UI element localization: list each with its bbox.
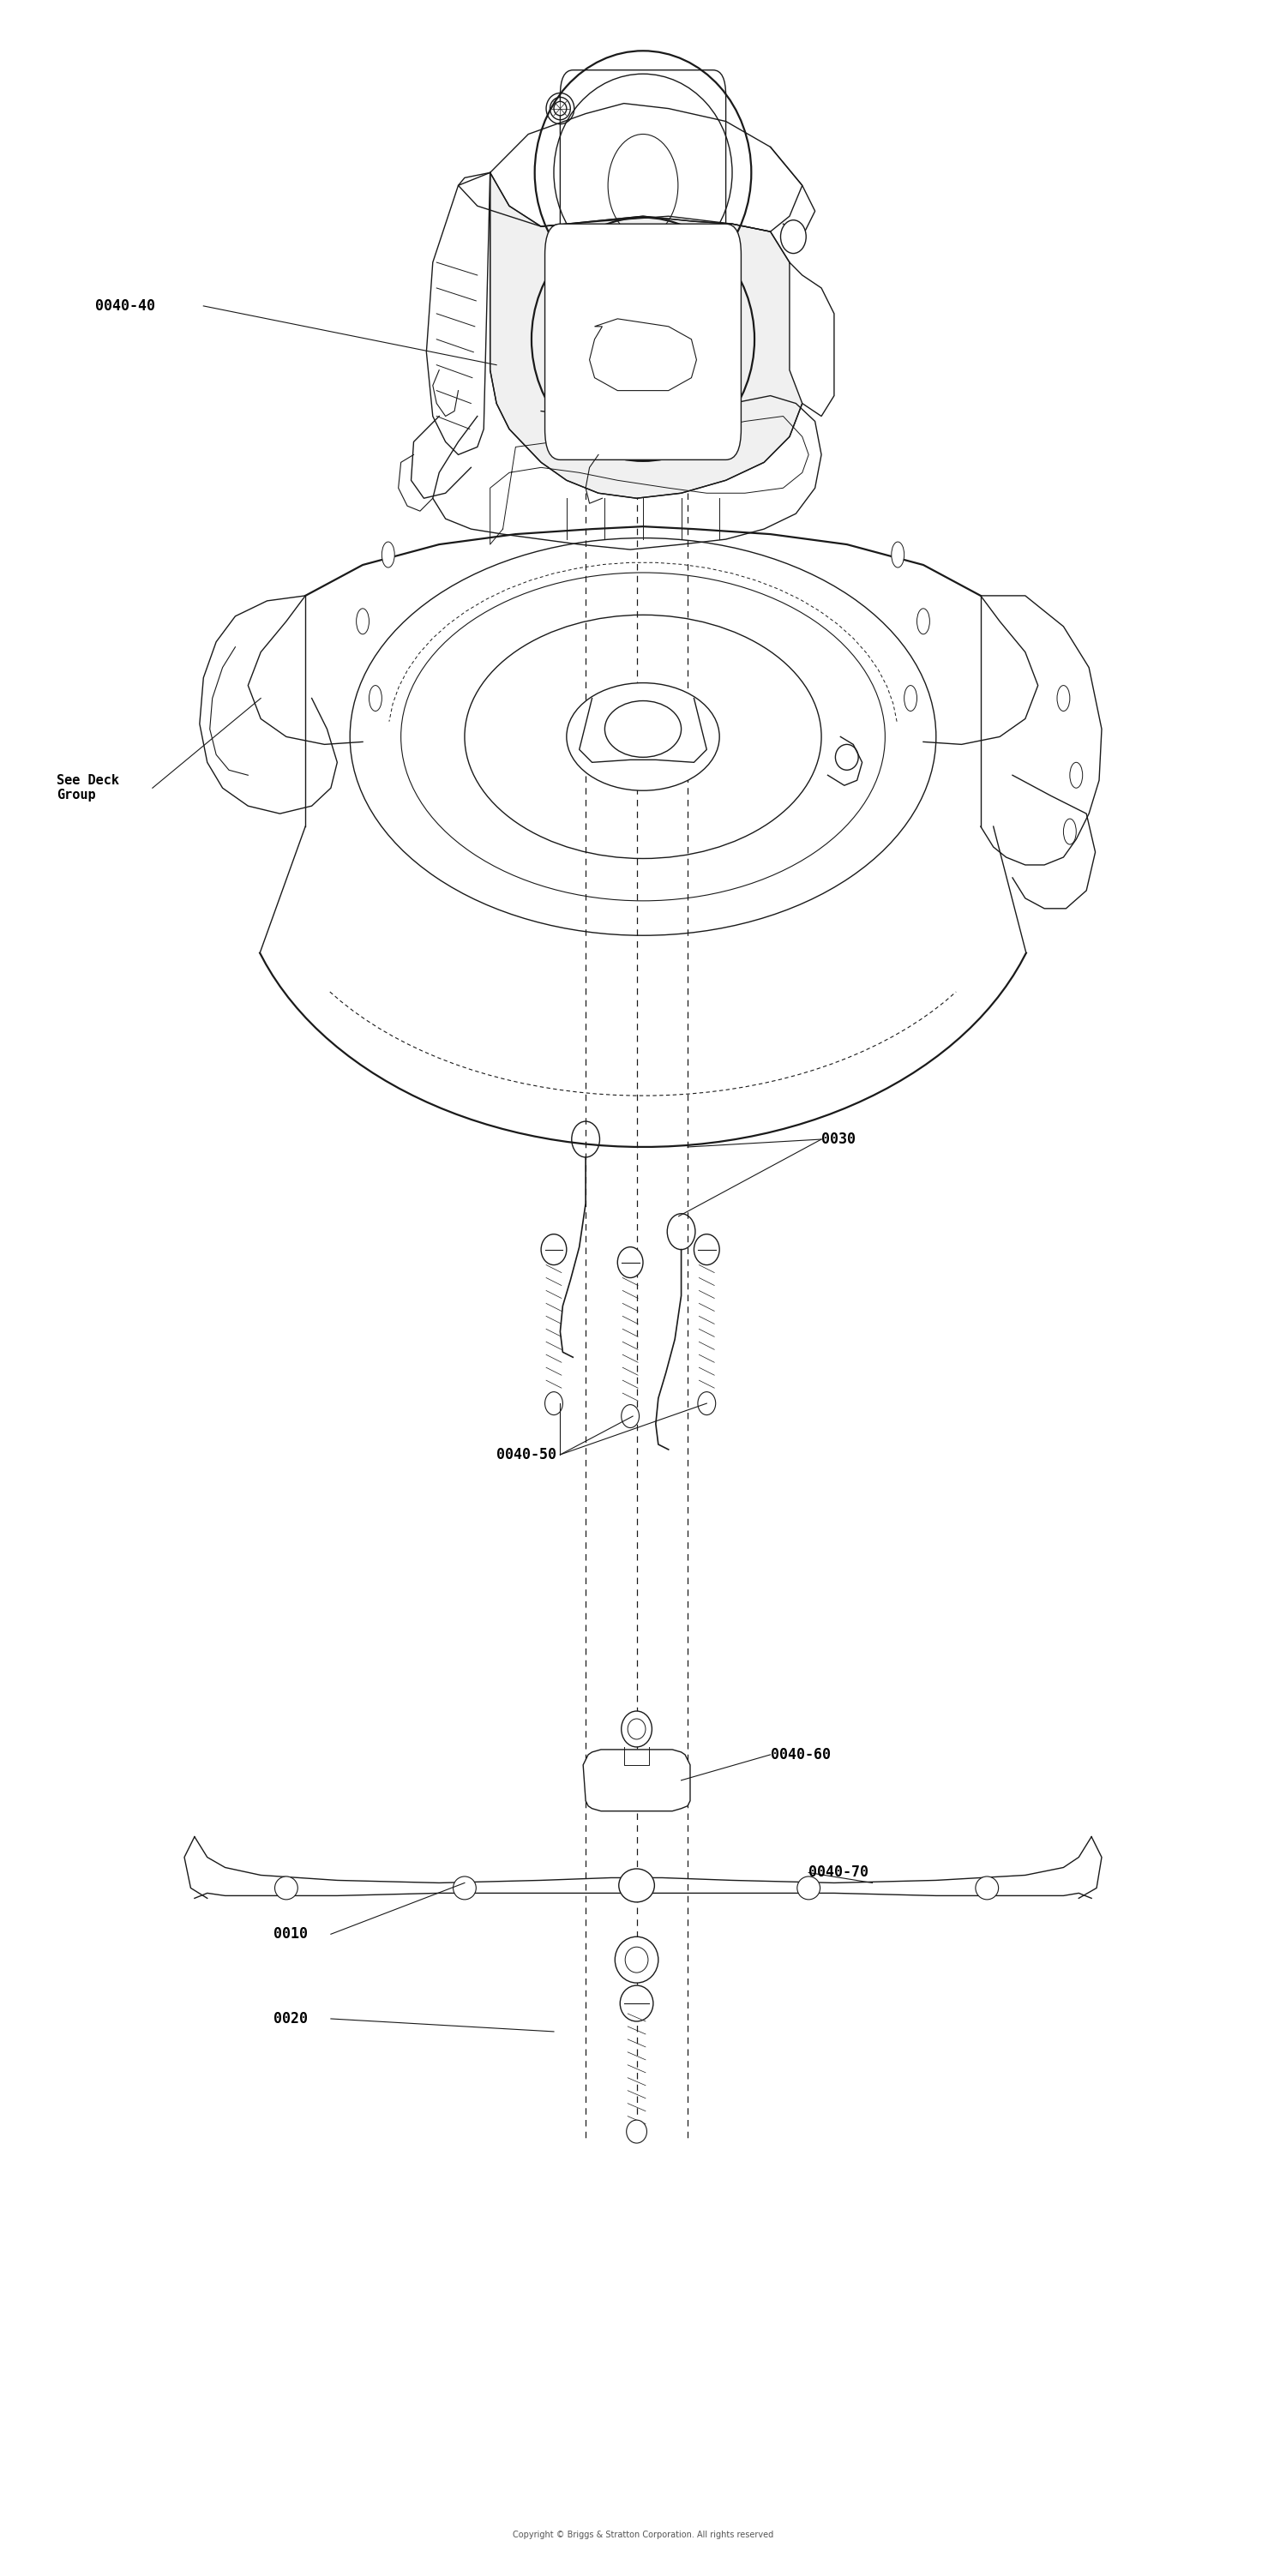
Text: BRIGGS & STRATTON: BRIGGS & STRATTON xyxy=(586,732,700,742)
Text: Copyright © Briggs & Stratton Corporation. All rights reserved: Copyright © Briggs & Stratton Corporatio… xyxy=(513,2530,773,2540)
Ellipse shape xyxy=(781,219,806,252)
Ellipse shape xyxy=(976,1875,998,1899)
Ellipse shape xyxy=(698,1391,715,1414)
Text: 0040-60: 0040-60 xyxy=(770,1747,831,1762)
Text: 0030: 0030 xyxy=(822,1131,855,1146)
Ellipse shape xyxy=(554,100,567,116)
Ellipse shape xyxy=(617,1247,643,1278)
Ellipse shape xyxy=(545,1391,563,1414)
Circle shape xyxy=(891,541,904,567)
Ellipse shape xyxy=(621,1710,652,1747)
Text: 0040-50: 0040-50 xyxy=(496,1448,557,1463)
Ellipse shape xyxy=(604,701,682,757)
Ellipse shape xyxy=(625,1947,648,1973)
Text: 0020: 0020 xyxy=(274,2012,307,2027)
Ellipse shape xyxy=(619,1868,655,1901)
Text: 0010: 0010 xyxy=(274,1927,307,1942)
Ellipse shape xyxy=(615,1937,658,1984)
Text: 0040-40: 0040-40 xyxy=(95,299,156,314)
Circle shape xyxy=(382,541,395,567)
Ellipse shape xyxy=(453,1875,476,1899)
Polygon shape xyxy=(427,173,490,456)
Ellipse shape xyxy=(626,2120,647,2143)
Circle shape xyxy=(356,608,369,634)
Circle shape xyxy=(904,685,917,711)
FancyBboxPatch shape xyxy=(545,224,741,459)
Text: 0040-70: 0040-70 xyxy=(809,1865,868,1880)
Ellipse shape xyxy=(621,1404,639,1427)
Polygon shape xyxy=(589,319,697,392)
Ellipse shape xyxy=(797,1875,820,1899)
Text: See Deck
Group: See Deck Group xyxy=(57,775,120,801)
Ellipse shape xyxy=(541,1234,567,1265)
Ellipse shape xyxy=(620,1986,653,2022)
Polygon shape xyxy=(490,173,809,497)
Ellipse shape xyxy=(275,1875,298,1899)
Ellipse shape xyxy=(567,683,719,791)
Ellipse shape xyxy=(694,1234,719,1265)
Ellipse shape xyxy=(628,1718,646,1739)
Polygon shape xyxy=(790,263,835,417)
Circle shape xyxy=(917,608,930,634)
Circle shape xyxy=(369,685,382,711)
Polygon shape xyxy=(583,1749,691,1811)
